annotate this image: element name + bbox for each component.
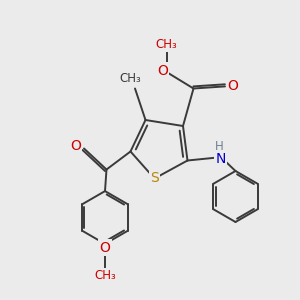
Text: O: O xyxy=(100,241,110,254)
Text: CH₃: CH₃ xyxy=(94,269,116,282)
Text: H: H xyxy=(214,140,224,154)
Text: N: N xyxy=(215,152,226,166)
Text: O: O xyxy=(158,64,168,77)
Text: O: O xyxy=(227,80,238,93)
Text: S: S xyxy=(150,172,159,185)
Text: CH₃: CH₃ xyxy=(156,38,177,52)
Text: O: O xyxy=(70,139,81,153)
Text: CH₃: CH₃ xyxy=(120,72,141,85)
